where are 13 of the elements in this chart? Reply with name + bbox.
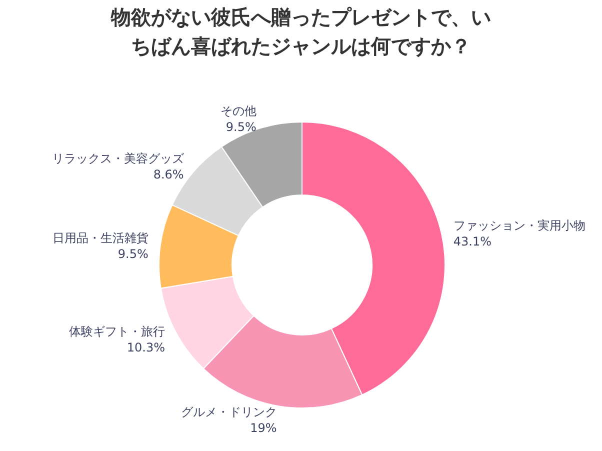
- data-label: 19%: [250, 420, 277, 435]
- data-label: 10.3%: [126, 340, 166, 355]
- slice-label: 日用品・生活雑貨: [52, 231, 148, 246]
- data-label: 9.5%: [226, 120, 256, 134]
- data-label: 43.1%: [453, 234, 492, 249]
- slice-label: 体験ギフト・旅行: [69, 324, 166, 339]
- slice-label: ファッション・実用小物: [453, 218, 586, 233]
- slice-label: グルメ・ドリンク: [180, 404, 277, 419]
- slice-label: その他: [220, 104, 256, 118]
- data-label: 8.6%: [153, 168, 184, 182]
- chart-title: 物欲がない彼氏へ贈ったプレゼントで、いちばん喜ばれたジャンルは何ですか？: [110, 5, 491, 58]
- slice-label: リラックス・美容グッズ: [52, 152, 185, 166]
- data-label: 9.5%: [118, 247, 148, 262]
